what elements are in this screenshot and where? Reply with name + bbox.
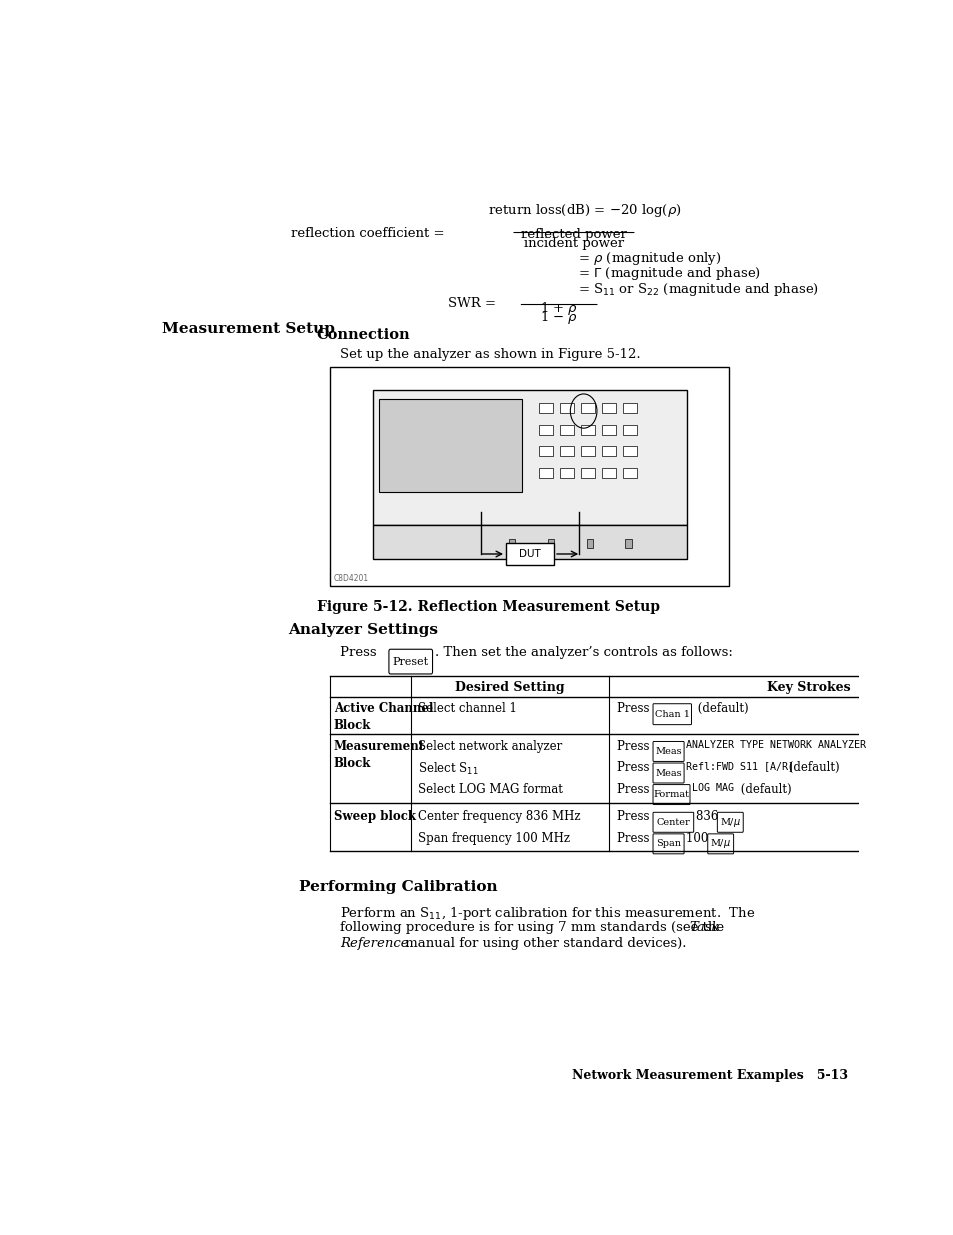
Text: Press: Press bbox=[617, 832, 653, 845]
Text: Select LOG MAG format: Select LOG MAG format bbox=[417, 783, 562, 795]
FancyBboxPatch shape bbox=[624, 538, 631, 548]
Text: Measurement
Block: Measurement Block bbox=[334, 740, 425, 769]
Text: M/$\mu$: M/$\mu$ bbox=[719, 816, 740, 829]
FancyBboxPatch shape bbox=[538, 446, 553, 456]
FancyBboxPatch shape bbox=[622, 468, 637, 478]
Text: Meas: Meas bbox=[655, 747, 681, 756]
Text: LOG MAG: LOG MAG bbox=[692, 783, 734, 793]
Text: Figure 5-12. Reflection Measurement Setup: Figure 5-12. Reflection Measurement Setu… bbox=[317, 600, 659, 614]
Text: Sweep block: Sweep block bbox=[334, 810, 416, 824]
FancyBboxPatch shape bbox=[653, 834, 683, 853]
FancyBboxPatch shape bbox=[653, 813, 693, 832]
Text: Reference: Reference bbox=[340, 937, 408, 951]
Text: Set up the analyzer as shown in Figure 5-12.: Set up the analyzer as shown in Figure 5… bbox=[340, 347, 640, 361]
FancyBboxPatch shape bbox=[601, 403, 616, 412]
Text: Analyzer Settings: Analyzer Settings bbox=[288, 624, 438, 637]
FancyBboxPatch shape bbox=[707, 834, 733, 853]
Text: Preset: Preset bbox=[393, 657, 428, 667]
FancyBboxPatch shape bbox=[653, 763, 683, 783]
Text: ANALYZER TYPE NETWORK ANALYZER: ANALYZER TYPE NETWORK ANALYZER bbox=[685, 740, 865, 750]
Text: Task: Task bbox=[688, 921, 719, 935]
FancyBboxPatch shape bbox=[538, 468, 553, 478]
Text: reflected power: reflected power bbox=[520, 228, 626, 241]
Text: Press: Press bbox=[617, 810, 653, 824]
FancyBboxPatch shape bbox=[622, 446, 637, 456]
Text: 836: 836 bbox=[695, 810, 721, 824]
Text: DUT: DUT bbox=[518, 550, 540, 559]
Text: return loss(dB) = $-$20 log($\rho$): return loss(dB) = $-$20 log($\rho$) bbox=[488, 203, 681, 219]
Text: manual for using other standard devices).: manual for using other standard devices)… bbox=[401, 937, 686, 951]
Text: Desired Setting: Desired Setting bbox=[455, 680, 564, 694]
FancyBboxPatch shape bbox=[601, 468, 616, 478]
FancyBboxPatch shape bbox=[601, 425, 616, 435]
Text: Press: Press bbox=[617, 761, 653, 774]
Text: Performing Calibration: Performing Calibration bbox=[298, 881, 497, 894]
Text: = S$_{11}$ or S$_{22}$ (magnitude and phase): = S$_{11}$ or S$_{22}$ (magnitude and ph… bbox=[577, 280, 818, 298]
Text: . Then set the analyzer’s controls as follows:: . Then set the analyzer’s controls as fo… bbox=[435, 646, 732, 659]
FancyBboxPatch shape bbox=[653, 741, 683, 762]
FancyBboxPatch shape bbox=[717, 813, 742, 832]
FancyBboxPatch shape bbox=[509, 538, 515, 548]
Text: Press: Press bbox=[617, 740, 653, 752]
Text: 100: 100 bbox=[685, 832, 712, 845]
Text: Key Strokes: Key Strokes bbox=[766, 680, 849, 694]
Text: Connection: Connection bbox=[316, 329, 410, 342]
Text: following procedure is for using 7 mm standards (see the: following procedure is for using 7 mm st… bbox=[340, 921, 728, 935]
Text: Press: Press bbox=[617, 783, 653, 795]
Text: = $\rho$ (magnitude only): = $\rho$ (magnitude only) bbox=[577, 249, 720, 267]
Text: Select S$_{11}$: Select S$_{11}$ bbox=[417, 761, 477, 777]
Text: Press: Press bbox=[340, 646, 380, 659]
Text: Measurement Setup: Measurement Setup bbox=[162, 322, 335, 336]
FancyBboxPatch shape bbox=[378, 399, 521, 492]
Text: 1 $-$ $\rho$: 1 $-$ $\rho$ bbox=[539, 309, 578, 326]
FancyBboxPatch shape bbox=[653, 704, 691, 725]
FancyBboxPatch shape bbox=[559, 446, 574, 456]
FancyBboxPatch shape bbox=[538, 403, 553, 412]
FancyBboxPatch shape bbox=[580, 446, 595, 456]
FancyBboxPatch shape bbox=[580, 468, 595, 478]
FancyBboxPatch shape bbox=[373, 390, 686, 525]
FancyBboxPatch shape bbox=[653, 784, 689, 804]
Text: Chan 1: Chan 1 bbox=[654, 710, 689, 719]
Text: Press: Press bbox=[617, 701, 653, 715]
FancyBboxPatch shape bbox=[505, 543, 554, 564]
Text: (default): (default) bbox=[693, 701, 747, 715]
Text: incident power: incident power bbox=[523, 237, 623, 249]
Text: Select network analyzer: Select network analyzer bbox=[417, 740, 561, 752]
FancyBboxPatch shape bbox=[389, 650, 432, 674]
Text: Select channel 1: Select channel 1 bbox=[417, 701, 516, 715]
FancyBboxPatch shape bbox=[559, 468, 574, 478]
Text: Span frequency 100 MHz: Span frequency 100 MHz bbox=[417, 832, 569, 845]
FancyBboxPatch shape bbox=[559, 403, 574, 412]
Text: 1 + $\rho$: 1 + $\rho$ bbox=[539, 300, 578, 317]
FancyBboxPatch shape bbox=[330, 367, 728, 587]
Text: Center: Center bbox=[656, 818, 690, 826]
Text: Network Measurement Examples   5-13: Network Measurement Examples 5-13 bbox=[571, 1070, 846, 1082]
FancyBboxPatch shape bbox=[580, 425, 595, 435]
FancyBboxPatch shape bbox=[559, 425, 574, 435]
Text: Center frequency 836 MHz: Center frequency 836 MHz bbox=[417, 810, 579, 824]
Text: = $\Gamma$ (magnitude and phase): = $\Gamma$ (magnitude and phase) bbox=[577, 266, 760, 283]
FancyBboxPatch shape bbox=[622, 425, 637, 435]
FancyBboxPatch shape bbox=[547, 538, 554, 548]
Text: reflection coefficient =: reflection coefficient = bbox=[291, 227, 448, 240]
Text: SWR =: SWR = bbox=[447, 296, 499, 310]
Text: Perform an S$_{11}$, 1-port calibration for this measurement.  The: Perform an S$_{11}$, 1-port calibration … bbox=[340, 905, 755, 923]
Text: Meas: Meas bbox=[655, 768, 681, 778]
Text: Active Channel
Block: Active Channel Block bbox=[334, 701, 433, 732]
Text: Span: Span bbox=[656, 840, 680, 848]
Text: Format: Format bbox=[653, 790, 689, 799]
FancyBboxPatch shape bbox=[586, 538, 592, 548]
Text: M/$\mu$: M/$\mu$ bbox=[709, 837, 730, 851]
FancyBboxPatch shape bbox=[601, 446, 616, 456]
FancyBboxPatch shape bbox=[373, 525, 686, 559]
Text: (default): (default) bbox=[736, 783, 790, 795]
Text: C8D4201: C8D4201 bbox=[334, 573, 369, 583]
Text: Refl:FWD S11 [A/R]: Refl:FWD S11 [A/R] bbox=[685, 761, 794, 771]
FancyBboxPatch shape bbox=[580, 403, 595, 412]
Text: (default): (default) bbox=[783, 761, 839, 774]
FancyBboxPatch shape bbox=[538, 425, 553, 435]
FancyBboxPatch shape bbox=[622, 403, 637, 412]
